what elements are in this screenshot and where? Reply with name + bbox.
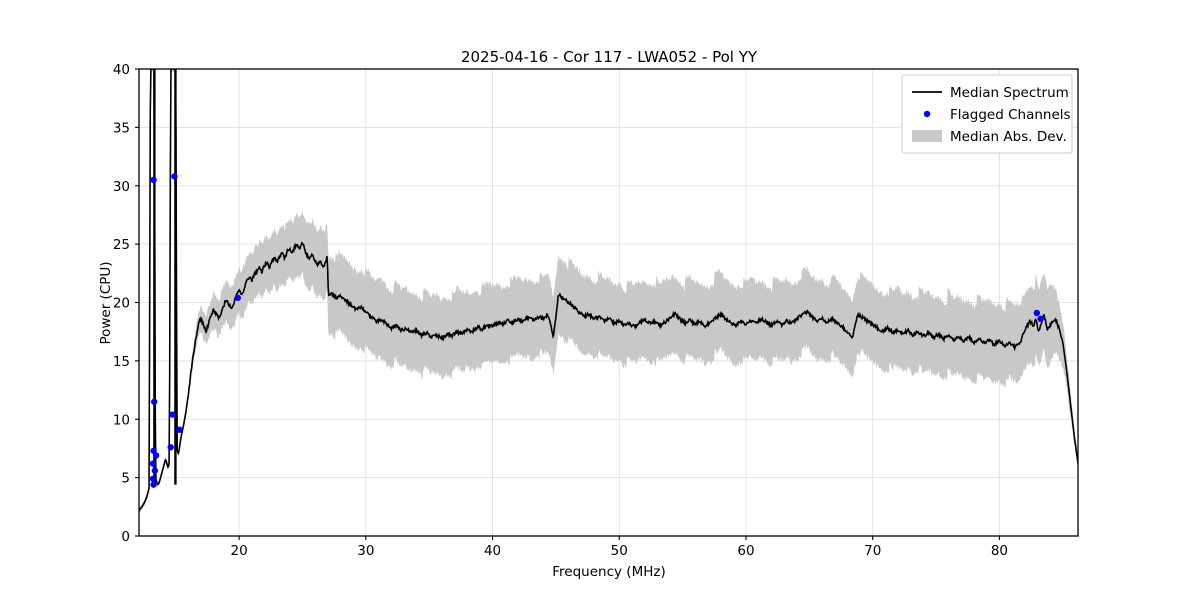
x-tick-label: 20 <box>231 543 248 559</box>
flagged-channel-point <box>176 426 183 433</box>
flagged-channel-point <box>150 176 157 184</box>
x-tick-label: 30 <box>357 543 374 559</box>
flagged-channel-point <box>149 475 157 482</box>
legend-swatch-marker <box>923 110 931 118</box>
flagged-channel-point <box>169 411 176 418</box>
flagged-channel-point <box>150 447 157 454</box>
flagged-channel-point <box>234 294 242 302</box>
rfi-spike <box>174 69 177 485</box>
legend-entry-label: Median Spectrum <box>950 85 1069 101</box>
y-tick-label: 5 <box>121 471 130 487</box>
flagged-channel-point <box>1037 315 1044 323</box>
legend[interactable]: Median Spectrum Flagged Channels Median Ab… <box>901 74 1073 154</box>
y-tick-label: 40 <box>113 62 130 78</box>
legend-entry-label: Median Abs. Dev. <box>950 129 1067 145</box>
y-tick-label: 15 <box>113 354 130 370</box>
legend-swatch-patch <box>912 130 942 142</box>
flagged-channel-point <box>1033 309 1041 317</box>
flagged-channel-point <box>167 444 174 451</box>
x-tick-label: 70 <box>864 543 881 559</box>
x-tick-label: 60 <box>737 543 754 559</box>
y-tick-label: 10 <box>113 412 130 428</box>
y-tick-label: 35 <box>113 120 130 136</box>
x-tick-label: 80 <box>991 543 1008 559</box>
flagged-channel-point <box>151 398 158 405</box>
y-tick-label: 30 <box>113 179 130 195</box>
flagged-channel-point <box>152 452 160 459</box>
median-spectrum-line <box>139 69 1078 511</box>
legend-box[interactable] <box>901 74 1073 154</box>
flagged-channel-point <box>171 173 178 180</box>
rfi-spike <box>153 69 156 485</box>
legend-entry-label: Flagged Channels <box>950 107 1071 123</box>
flagged-channel-point <box>149 460 157 467</box>
flagged-channel-markers <box>149 173 1044 488</box>
y-tick-label: 20 <box>113 296 130 312</box>
axis-tick-labels: 20 30 40 50 60 70 80 0 5 10 15 20 25 30 35 40 <box>113 62 1008 559</box>
flagged-channel-point <box>150 481 157 488</box>
x-tick-label: 40 <box>484 543 501 559</box>
axis-ticks <box>135 68 1000 540</box>
mad-band-polygon <box>139 69 1078 513</box>
mad-band <box>139 69 1078 513</box>
median-spectrum-path <box>139 69 1078 511</box>
y-tick-label: 0 <box>121 529 130 545</box>
y-tick-label: 25 <box>113 237 130 253</box>
x-tick-label: 50 <box>611 543 628 559</box>
flagged-channel-point <box>151 467 159 474</box>
